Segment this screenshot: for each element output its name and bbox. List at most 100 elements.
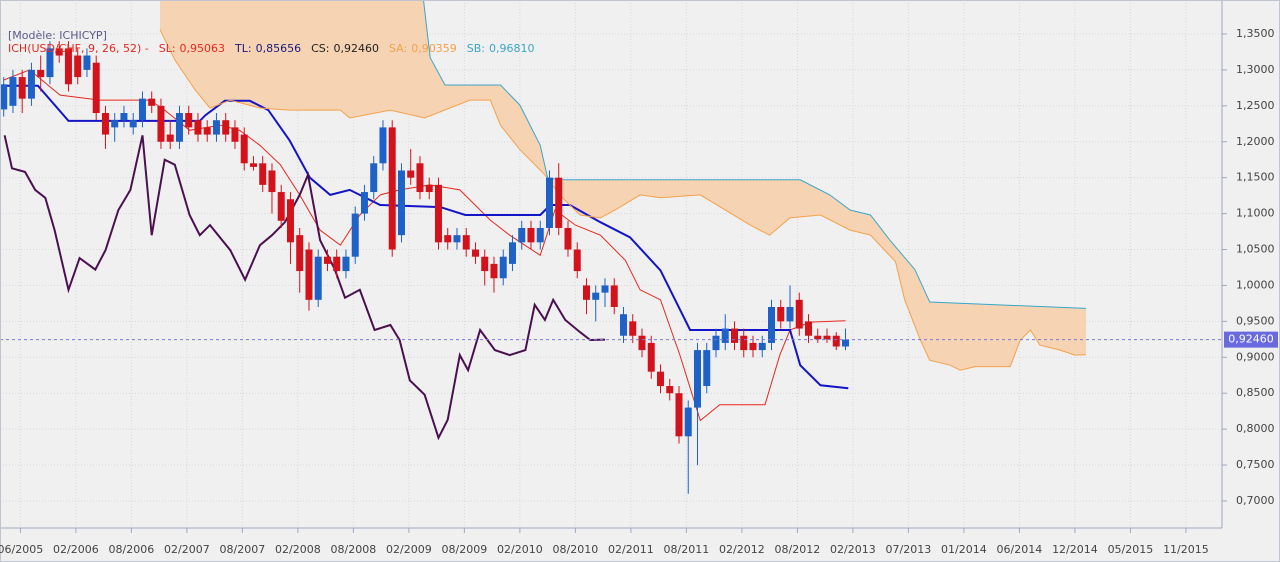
- candle-body: [823, 335, 831, 340]
- x-tick-label: 02/2012: [719, 543, 765, 556]
- y-tick-label: 0,8000: [1236, 422, 1275, 435]
- legend-name: SA:: [389, 42, 407, 55]
- candle-body: [703, 350, 711, 387]
- x-tick-label: 08/2008: [331, 543, 377, 556]
- candle-body: [508, 242, 516, 264]
- legend-name: TL:: [234, 42, 252, 55]
- x-tick-label: 12/2014: [1052, 543, 1098, 556]
- candle-body: [527, 227, 535, 243]
- legend: ICH(USD/CHF, 9, 26, 52) - SL: 0,95063 TL: 0,…: [8, 42, 534, 55]
- legend-value: 0,95063: [180, 42, 226, 55]
- indicator-line: [159, 29, 1087, 371]
- candle-body: [120, 113, 128, 121]
- candle-body: [490, 263, 498, 279]
- candle-body: [693, 350, 701, 408]
- x-tick-label: 08/2006: [109, 543, 155, 556]
- candle-body: [453, 235, 461, 243]
- candle-body: [231, 127, 239, 142]
- candle-body: [407, 170, 415, 178]
- candle-body: [0, 84, 8, 110]
- x-tick-label: 02/2011: [608, 543, 654, 556]
- candle-body: [286, 199, 294, 243]
- candle-body: [83, 55, 91, 70]
- x-tick-label: 08/2010: [553, 543, 599, 556]
- candle-body: [795, 299, 803, 329]
- candle-body: [46, 48, 54, 78]
- candle-body: [814, 335, 822, 340]
- last-price-box: [1224, 331, 1278, 348]
- candle-body: [730, 328, 738, 343]
- y-tick-label: 1,3000: [1236, 63, 1275, 76]
- x-tick-label: 02/2006: [53, 543, 99, 556]
- candle-body: [268, 170, 276, 193]
- candle-body: [610, 285, 618, 308]
- plot-area: [0, 0, 1222, 528]
- candle-body: [323, 256, 331, 264]
- candle-body: [684, 407, 692, 437]
- candle-body: [333, 256, 341, 272]
- x-tick-label: 02/2007: [164, 543, 210, 556]
- candle-body: [481, 256, 489, 272]
- candle-body: [601, 285, 609, 293]
- candle-body: [536, 227, 544, 243]
- y-tick-label: 0,9000: [1236, 350, 1275, 363]
- candle-body: [157, 105, 165, 142]
- y-tick-label: 1,3500: [1236, 27, 1275, 40]
- legend-value: 0,96810: [489, 42, 535, 55]
- candle-body: [434, 184, 442, 243]
- candle-body: [629, 321, 637, 336]
- y-tick-label: 1,1500: [1236, 171, 1275, 184]
- candle-body: [647, 342, 655, 372]
- candle-body: [185, 113, 193, 128]
- y-tick-label: 1,0000: [1236, 278, 1275, 291]
- candle-body: [9, 77, 17, 106]
- candle-body: [740, 335, 748, 351]
- candle-body: [777, 307, 785, 322]
- y-tick-label: 0,9500: [1236, 314, 1275, 327]
- axes: 0,7000 0,7500 0,8000 0,8500 0,9000 0,9500 1,00…: [0, 27, 1278, 556]
- candle-body: [194, 120, 202, 135]
- candle-body: [804, 321, 812, 336]
- candle-body: [249, 163, 257, 167]
- candle-body: [758, 342, 766, 351]
- candle-body: [370, 163, 378, 193]
- candle-body: [786, 307, 794, 322]
- candle-body: [259, 163, 267, 185]
- y-tick-label: 1,2500: [1236, 99, 1275, 112]
- candle-body: [721, 328, 729, 343]
- legend-value: 0,90359: [411, 42, 457, 55]
- x-tick-label: 05/2015: [1108, 543, 1154, 556]
- x-tick-label: 02/2013: [830, 543, 876, 556]
- legend-name: SL:: [159, 42, 176, 55]
- x-tick-label: 02/2008: [275, 543, 321, 556]
- candle-body: [351, 213, 359, 257]
- candle-body: [573, 249, 581, 272]
- candle-body: [638, 335, 646, 351]
- x-tick-label: 02/2010: [497, 543, 543, 556]
- candle-body: [379, 127, 387, 164]
- candle-body: [129, 120, 137, 128]
- candle-body: [222, 120, 230, 135]
- x-tick-label: 08/2012: [775, 543, 821, 556]
- candle-body: [37, 69, 45, 78]
- candle-body: [712, 335, 720, 351]
- candle-body: [619, 314, 627, 336]
- candle-body: [471, 249, 479, 257]
- candle-body: [101, 113, 109, 135]
- legend-name: CS:: [311, 42, 329, 55]
- candle-body: [92, 62, 100, 114]
- y-tick-label: 1,1000: [1236, 207, 1275, 220]
- candle-body: [74, 55, 82, 78]
- candle-body: [842, 339, 850, 347]
- x-tick-label: 06/2005: [0, 543, 43, 556]
- legend-value: 0,92460: [333, 42, 379, 55]
- cloud: [160, 0, 1086, 371]
- candle-body: [148, 98, 156, 106]
- x-tick-label: 08/2009: [442, 543, 488, 556]
- candle-body: [518, 227, 526, 243]
- candle-body: [111, 120, 119, 128]
- y-tick-label: 1,0500: [1236, 243, 1275, 256]
- candle-body: [832, 335, 840, 347]
- candle-body: [212, 120, 220, 135]
